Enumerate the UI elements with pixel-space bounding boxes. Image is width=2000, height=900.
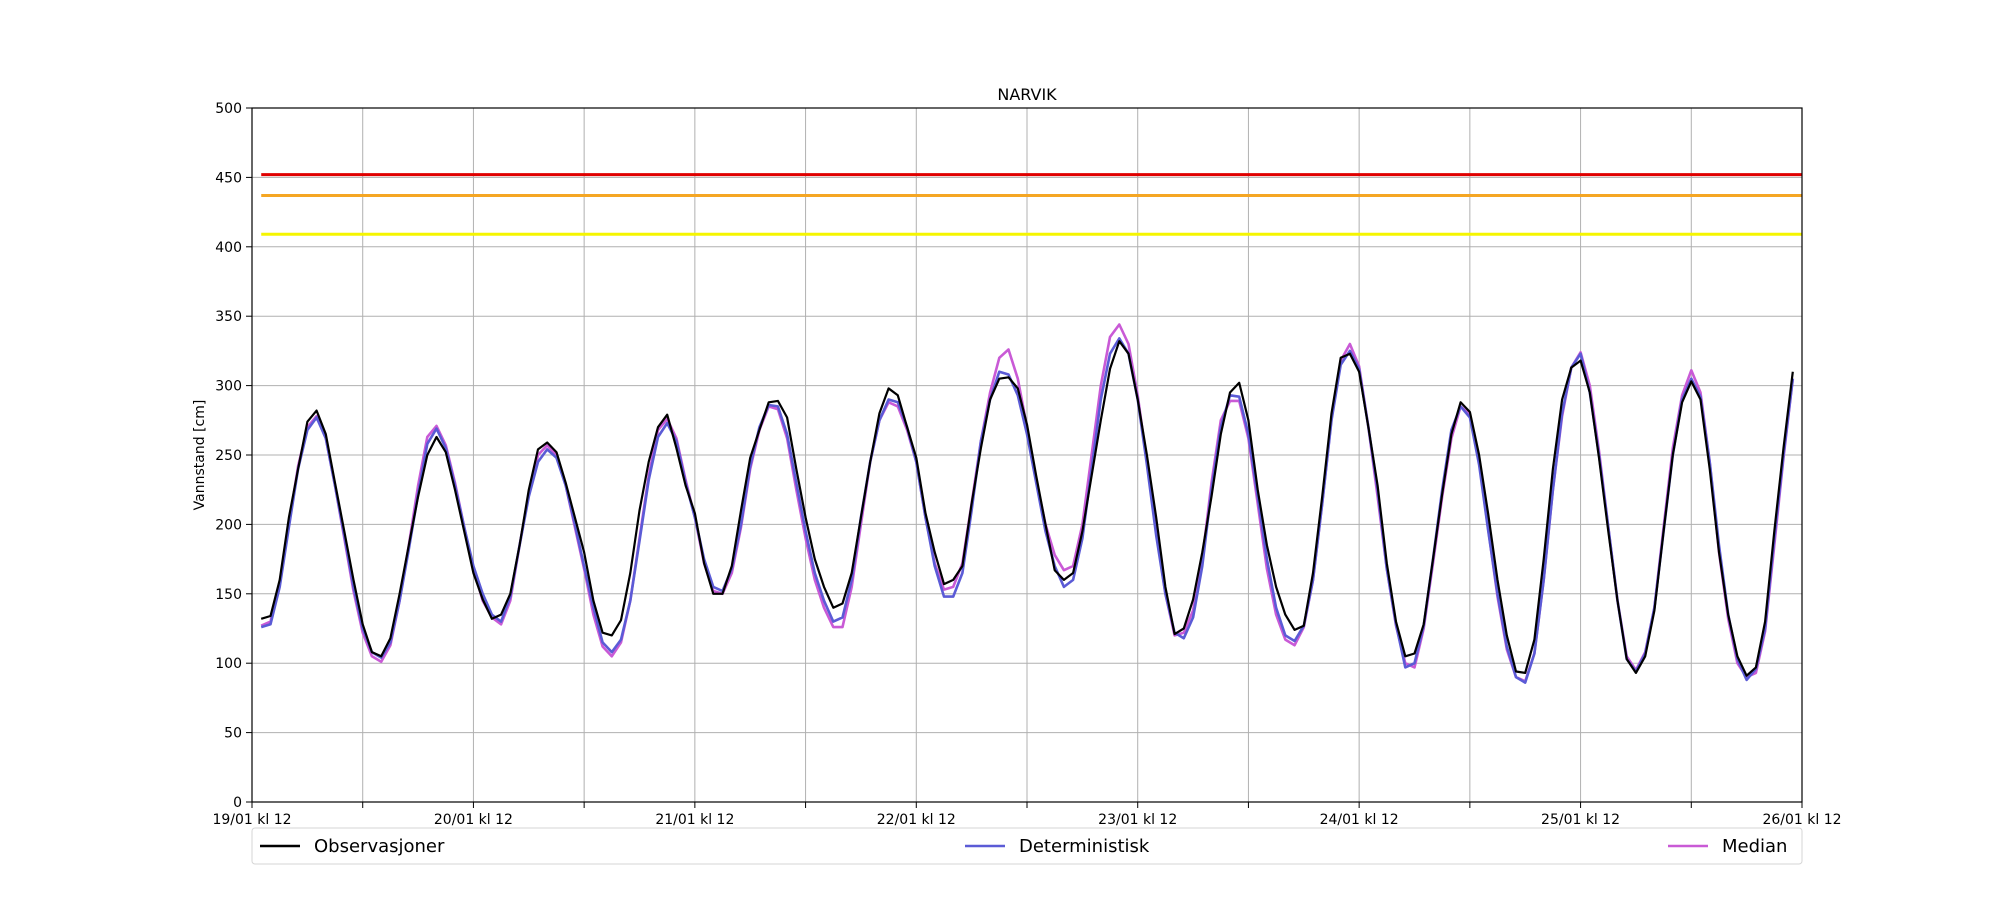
x-tick-label: 23/01 kl 12 — [1098, 812, 1177, 828]
legend: Observasjoner Deterministisk Median — [251, 827, 1803, 865]
y-axis-label: Vannstand [cm] — [192, 400, 208, 511]
y-tick-label: 450 — [215, 170, 242, 186]
x-tick-label: 21/01 kl 12 — [655, 812, 734, 828]
y-tick-label: 500 — [215, 101, 242, 117]
x-tick-label: 22/01 kl 12 — [877, 812, 956, 828]
y-tick-label: 50 — [224, 726, 242, 742]
x-axis-ticks: 19/01 kl 12 20/01 kl 12 21/01 kl 12 22/01 k… — [212, 802, 1842, 828]
chart-title: NARVIK — [997, 85, 1057, 104]
legend-label: Median — [1722, 836, 1787, 857]
x-tick-label: 26/01 kl 12 — [1762, 812, 1841, 828]
y-tick-label: 100 — [215, 656, 242, 672]
y-tick-label: 350 — [215, 309, 242, 325]
x-tick-label: 25/01 kl 12 — [1541, 812, 1620, 828]
series-line-observasjoner — [260, 340, 1794, 677]
x-tick-label: 24/01 kl 12 — [1320, 812, 1399, 828]
y-tick-label: 250 — [215, 448, 242, 464]
y-tick-label: 200 — [215, 517, 242, 533]
x-tick-label: 20/01 kl 12 — [434, 812, 513, 828]
legend-label: Observasjoner — [314, 836, 445, 857]
y-tick-label: 300 — [215, 379, 242, 395]
legend-label: Deterministisk — [1019, 836, 1150, 857]
legend-box — [251, 827, 1803, 865]
y-tick-label: 150 — [215, 587, 242, 603]
x-tick-label: 19/01 kl 12 — [212, 812, 291, 828]
threshold-lines — [261, 173, 1802, 236]
y-tick-label: 400 — [215, 240, 242, 256]
y-axis-ticks: 0 50 100 150 200 250 300 350 400 450 500 — [215, 101, 252, 811]
series-lines — [260, 323, 1795, 684]
y-tick-label: 0 — [233, 795, 242, 811]
grid-lines — [251, 107, 1803, 803]
